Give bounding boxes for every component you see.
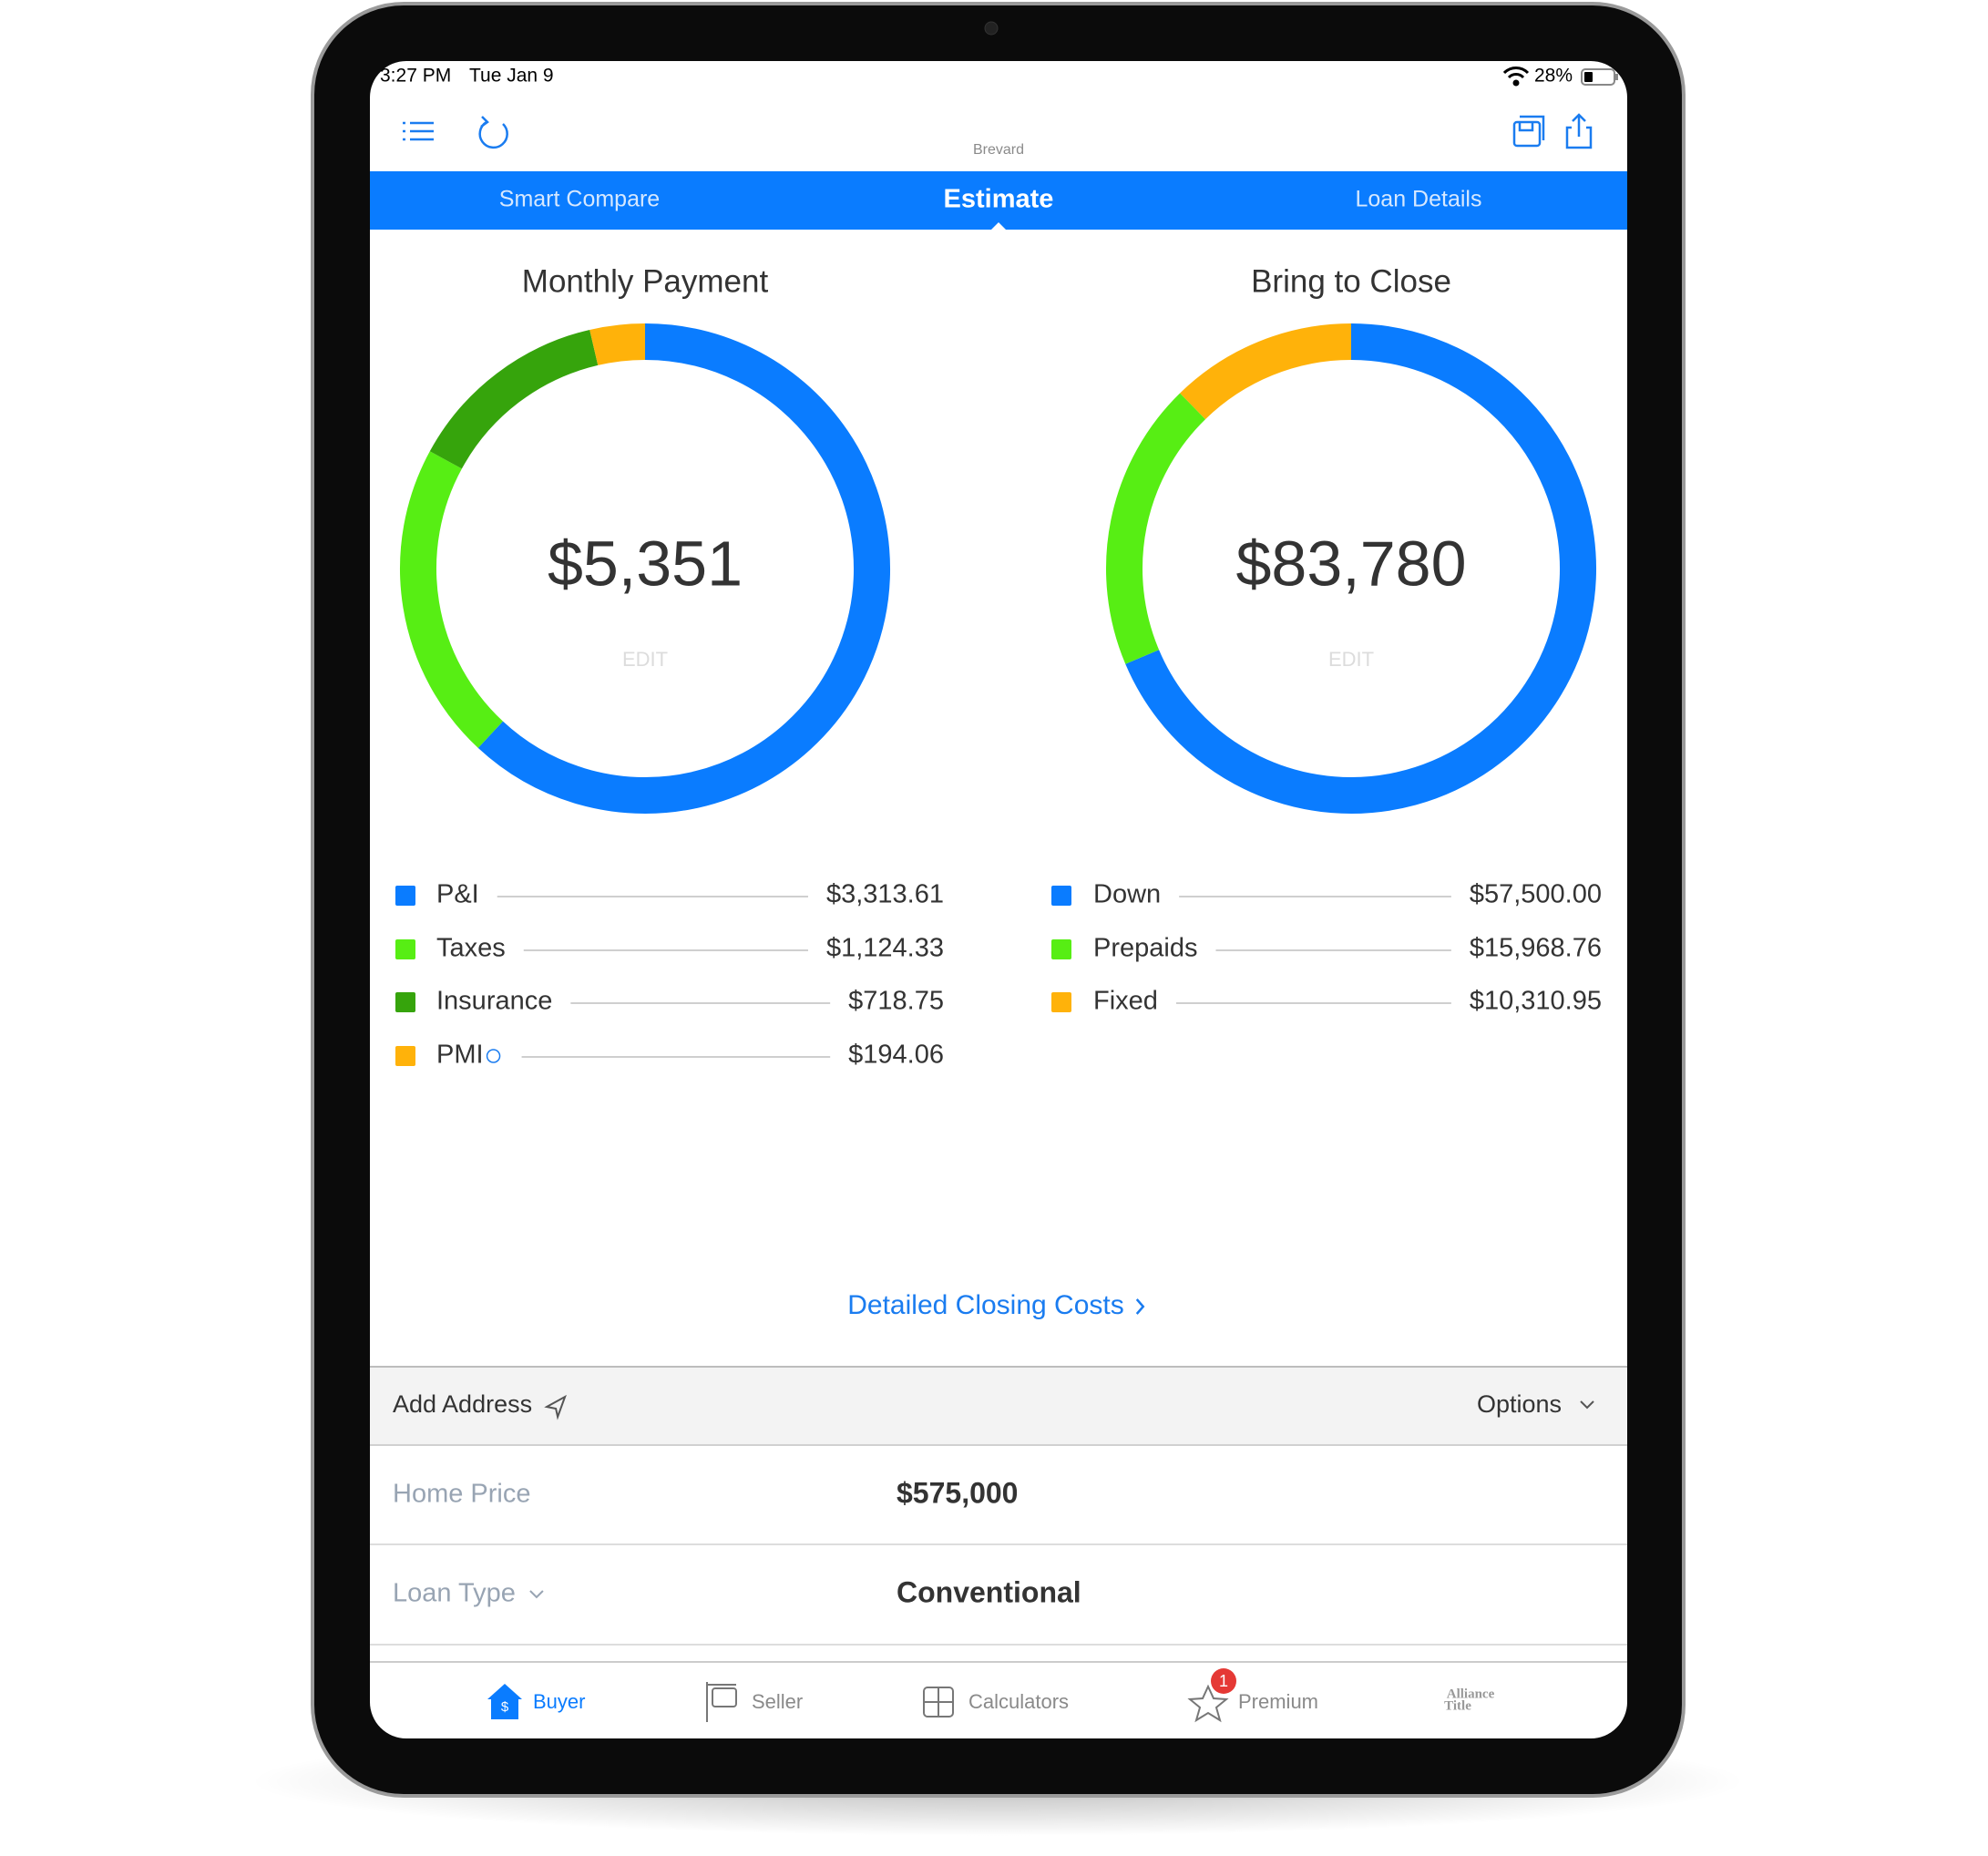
save-button[interactable] [1512,115,1545,148]
tab[interactable]: Smart Compare [499,187,660,212]
legend-value: $194.06 [848,1041,944,1070]
field-chevron [529,1590,544,1599]
donut-segment [1106,393,1206,664]
legend-label: Insurance [436,987,552,1016]
tab[interactable]: Estimate [944,185,1054,214]
location-arrow-icon [544,1394,567,1420]
active-tab-caret [990,222,1007,231]
info-icon[interactable] [486,1049,501,1063]
legend-swatch [1051,939,1071,959]
tab-strip [370,171,1627,230]
status-time: 3:27 PM [380,66,451,87]
center-total: $83,780 [1235,528,1466,599]
brand-logo[interactable]: Title [1444,1698,1471,1713]
donut-segment [429,329,599,469]
brand-logo[interactable]: Alliance [1447,1687,1495,1701]
legend-label: Prepaids [1093,934,1197,963]
donut-segment [400,451,504,748]
legend-swatch [395,992,415,1012]
donut-segment [1180,323,1352,420]
legend-label: Down [1093,880,1161,909]
badge-count: 1 [1219,1672,1228,1690]
tab[interactable]: Loan Details [1356,187,1482,212]
legend-swatch [1051,992,1071,1012]
detailed-closing-costs-link[interactable]: Detailed Closing Costs [847,1290,1123,1320]
legend-value: $1,124.33 [826,934,944,963]
battery-percent: 28% [1534,66,1573,87]
legend-swatch [395,939,415,959]
edit-button[interactable]: EDIT [622,648,668,671]
add-address-button[interactable]: Add Address [393,1390,532,1418]
status-date: Tue Jan 9 [469,66,554,87]
svg-text:$: $ [501,1699,509,1715]
legend-label: PMI [436,1041,484,1070]
legend-value: $3,313.61 [826,880,944,909]
legend-label: Taxes [436,934,506,963]
battery-icon [1581,68,1618,86]
seller-icon [706,1682,737,1722]
options-button[interactable]: Options [1477,1390,1562,1418]
legend-label: P&I [436,880,479,909]
center-total: $5,351 [548,528,743,599]
screen [370,61,1627,1738]
field-label: Home Price [393,1480,531,1509]
badge [1211,1668,1236,1694]
wifi-icon [1502,67,1530,87]
camera [984,21,999,36]
reset-button[interactable] [478,116,508,149]
link-chevron [1135,1298,1145,1315]
field-label: Loan Type [393,1579,516,1608]
donut-segment [589,323,646,366]
edit-button[interactable]: EDIT [1328,648,1374,671]
legend-swatch [395,886,415,906]
chart-title: Bring to Close [1251,263,1451,299]
chart-title: Monthly Payment [522,263,769,299]
tab-bar-label[interactable]: Buyer [533,1690,585,1713]
field-value[interactable]: Conventional [897,1575,1081,1608]
donut-segment [1125,323,1596,814]
buyer-icon: $ [487,1684,522,1719]
tab-bar-label[interactable]: Premium [1238,1690,1318,1713]
calculators-icon [923,1687,954,1718]
legend-label: Fixed [1093,987,1158,1016]
donut-segment [477,323,890,814]
legend-swatch [1051,886,1071,906]
options-chevron [1580,1400,1594,1410]
premium-icon [1187,1684,1229,1723]
legend-value: $57,500.00 [1470,880,1602,909]
tab-bar-label[interactable]: Calculators [968,1690,1069,1713]
legend-value: $718.75 [848,987,944,1016]
legend-value: $15,968.76 [1470,934,1602,963]
location-label: Brevard [973,142,1024,158]
legend-value: $10,310.95 [1470,987,1602,1016]
menu-button[interactable] [403,121,434,141]
tab-bar-label[interactable]: Seller [752,1690,803,1713]
share-button[interactable] [1565,113,1593,149]
legend-swatch [395,1046,415,1066]
field-value[interactable]: $575,000 [897,1476,1018,1509]
address-bar [370,1367,1627,1445]
